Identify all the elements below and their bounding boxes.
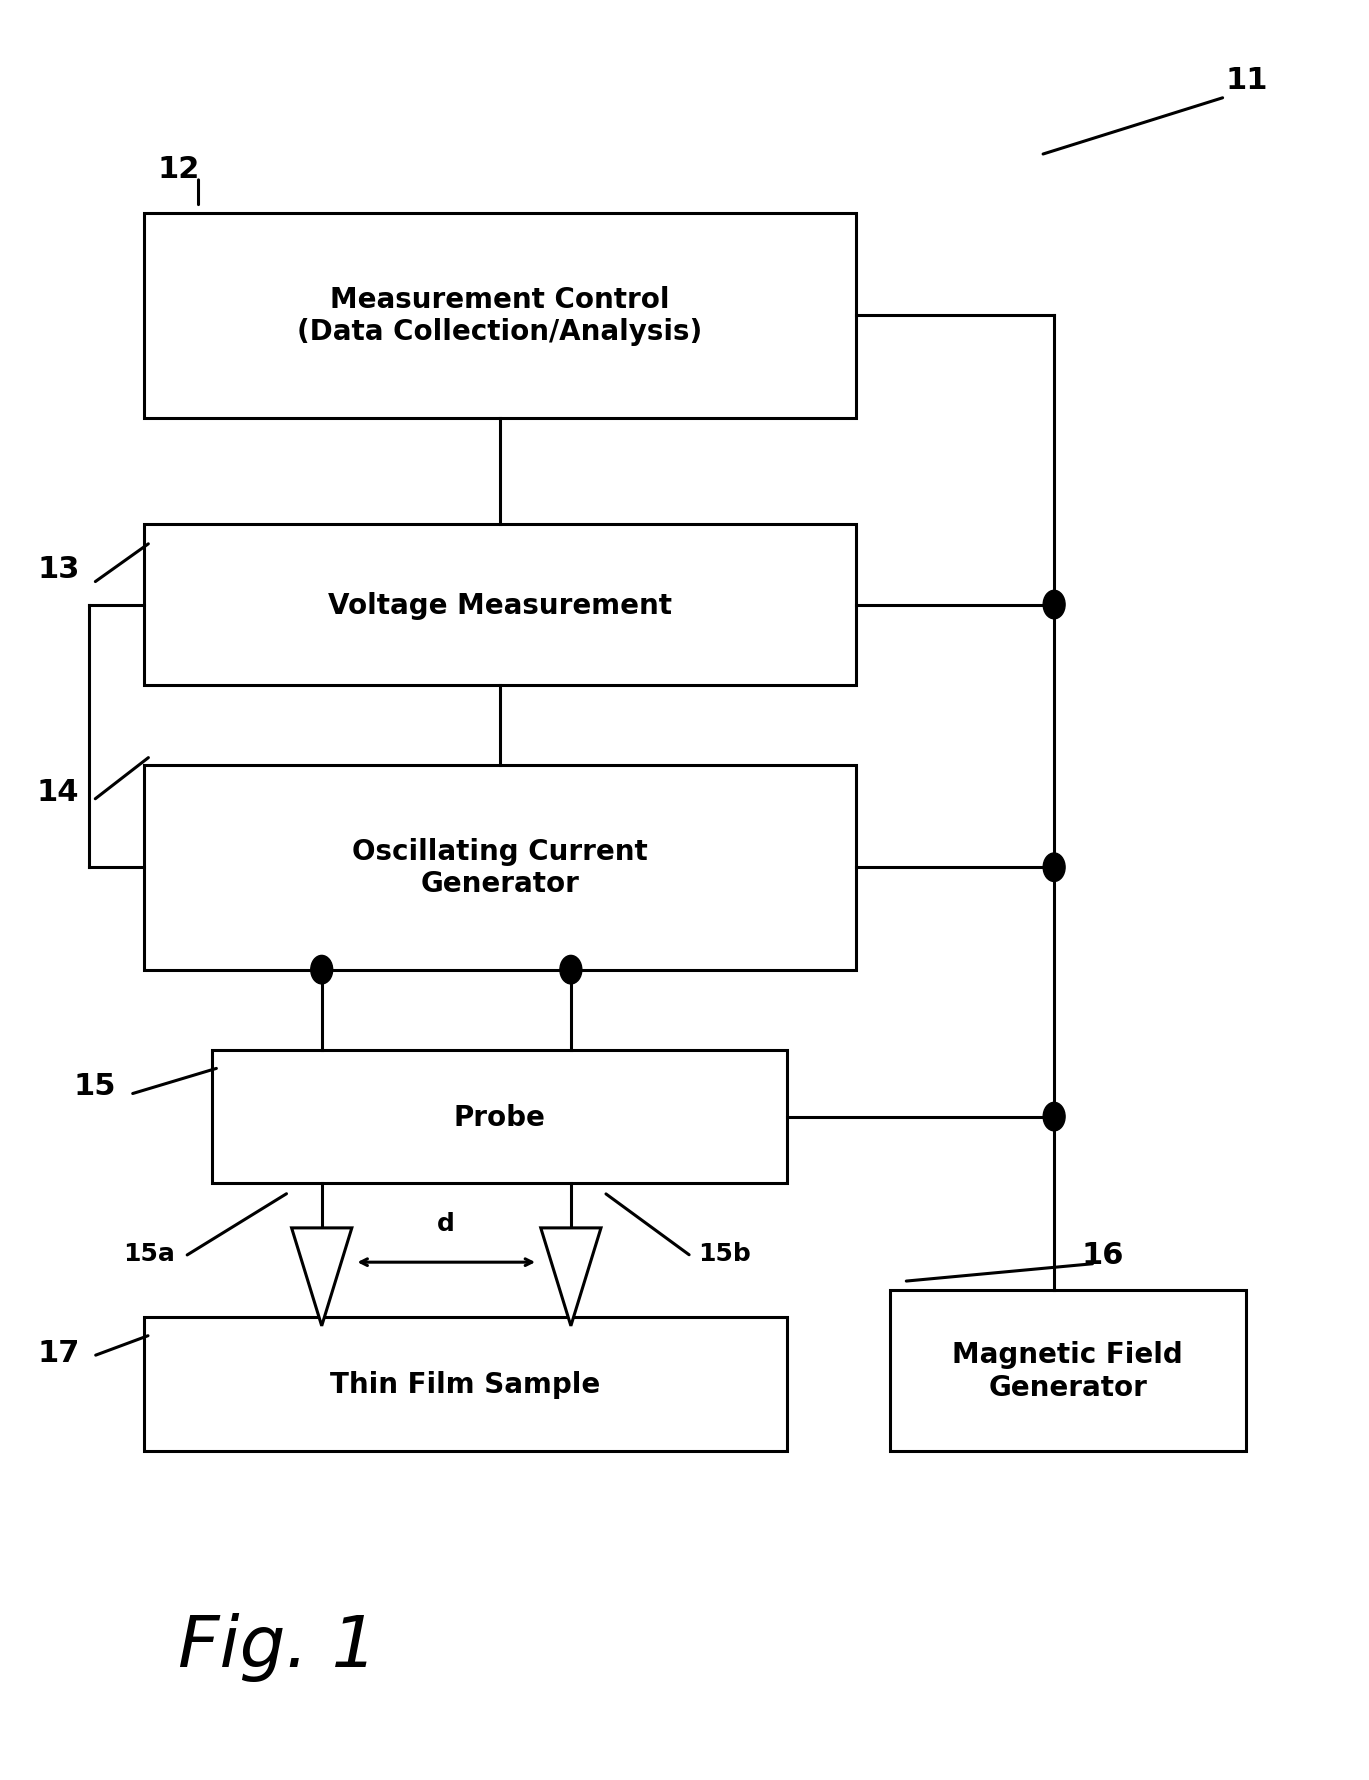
Polygon shape	[292, 1228, 352, 1326]
Text: 15: 15	[74, 1072, 116, 1100]
Text: Voltage Measurement: Voltage Measurement	[327, 591, 672, 619]
Circle shape	[1043, 591, 1065, 619]
Bar	[144, 765, 856, 970]
Circle shape	[311, 956, 333, 984]
Bar	[212, 1050, 787, 1184]
Text: 12: 12	[157, 155, 200, 183]
Text: Thin Film Sample: Thin Film Sample	[330, 1371, 601, 1397]
Text: Measurement Control
(Data Collection/Analysis): Measurement Control (Data Collection/Ana…	[297, 287, 702, 345]
Text: d: d	[437, 1212, 456, 1235]
Polygon shape	[541, 1228, 601, 1326]
Circle shape	[560, 956, 582, 984]
Text: 14: 14	[37, 778, 79, 806]
Circle shape	[1043, 853, 1065, 881]
Bar	[890, 1290, 1246, 1451]
Text: 15a: 15a	[123, 1241, 175, 1266]
Bar	[144, 1317, 787, 1451]
Text: 13: 13	[37, 555, 79, 584]
Text: 11: 11	[1225, 66, 1268, 94]
Text: 16: 16	[1082, 1241, 1124, 1269]
Text: Magnetic Field
Generator: Magnetic Field Generator	[953, 1340, 1183, 1401]
Bar	[144, 525, 856, 685]
Text: 15b: 15b	[698, 1241, 752, 1266]
Text: 17: 17	[37, 1339, 79, 1367]
Text: Oscillating Current
Generator: Oscillating Current Generator	[352, 838, 648, 897]
Circle shape	[1043, 1102, 1065, 1132]
Bar	[144, 214, 856, 418]
Text: Fig. 1: Fig. 1	[178, 1613, 378, 1680]
Text: Probe: Probe	[453, 1104, 546, 1130]
